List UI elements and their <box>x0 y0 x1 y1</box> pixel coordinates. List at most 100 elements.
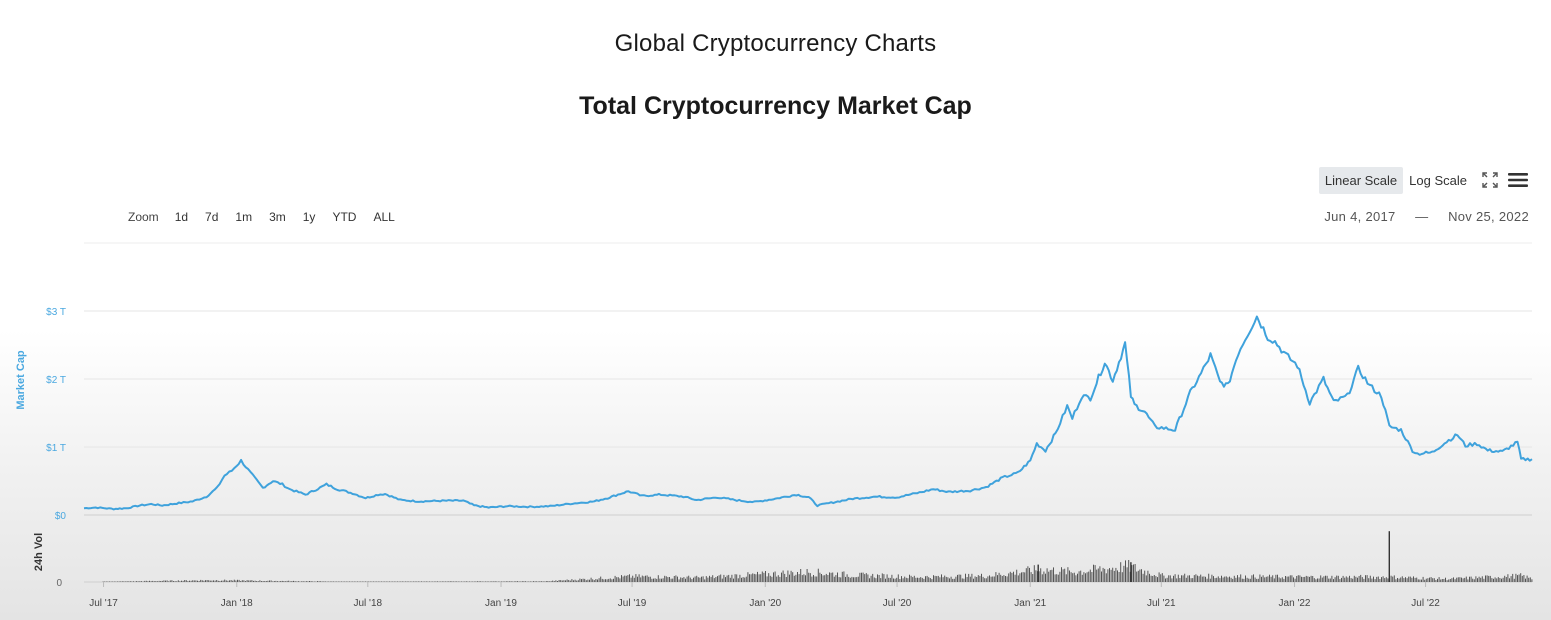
zoom-7d-button[interactable]: 7d <box>205 210 219 224</box>
zoom-ytd-button[interactable]: YTD <box>332 210 357 224</box>
volume-bar <box>766 576 768 582</box>
volume-bar <box>384 581 386 582</box>
volume-bar <box>745 576 747 582</box>
volume-bar <box>1141 569 1142 582</box>
volume-bar <box>1360 574 1362 582</box>
zoom-all-button[interactable]: ALL <box>373 210 395 224</box>
volume-bar <box>147 581 149 582</box>
volume-bar <box>1459 577 1461 582</box>
volume-bar <box>270 580 272 582</box>
volume-bar <box>1213 576 1214 582</box>
volume-bar <box>827 575 829 582</box>
volume-bar <box>897 574 899 582</box>
volume-bar <box>400 581 402 582</box>
volume-bar <box>664 575 666 582</box>
volume-bar <box>1254 577 1256 582</box>
volume-bar <box>1497 577 1499 582</box>
volume-bar <box>573 580 574 582</box>
volume-bar <box>320 581 322 582</box>
volume-bar <box>931 579 933 582</box>
volume-bar <box>965 573 966 582</box>
volume-bar <box>798 574 800 582</box>
volume-bar <box>115 581 117 582</box>
volume-bar <box>725 577 726 582</box>
volume-bar <box>125 581 126 582</box>
x-axis-ticks: Jul '17 Jan '18 Jul '18 Jan '19 Jul '19 Jan '… <box>89 582 1440 609</box>
volume-bar <box>357 581 358 582</box>
volume-bar <box>1416 577 1418 582</box>
volume-bar <box>405 581 406 582</box>
volume-bar <box>918 577 920 582</box>
volume-bar <box>1064 568 1066 582</box>
volume-bar <box>985 578 987 582</box>
volume-bar <box>1339 579 1341 582</box>
volume-bar <box>1145 575 1147 582</box>
volume-bar <box>771 576 773 582</box>
volume-bar <box>224 579 226 582</box>
volume-bar <box>1025 568 1027 582</box>
volume-bar <box>176 581 178 582</box>
date-range-end[interactable]: Nov 25, 2022 <box>1448 209 1529 224</box>
volume-bar <box>326 581 328 582</box>
x-tick-label: Jan '19 <box>485 598 517 609</box>
log-scale-button[interactable]: Log Scale <box>1409 172 1467 188</box>
volume-bar <box>1080 570 1082 582</box>
volume-bar <box>857 576 859 582</box>
volume-bar <box>1134 564 1136 582</box>
volume-bar <box>312 581 314 582</box>
volume-bar <box>329 581 331 582</box>
volume-bar <box>469 581 470 582</box>
volume-bar <box>875 578 877 582</box>
volume-bar <box>173 581 174 582</box>
volume-bar <box>945 576 947 582</box>
volume-bar <box>229 580 230 582</box>
volume-bar <box>1485 575 1486 582</box>
volume-bar <box>677 576 678 582</box>
volume-bar <box>633 577 635 582</box>
volume-bar <box>558 580 560 582</box>
volume-bar <box>629 574 630 582</box>
volume-bar <box>833 576 835 582</box>
volume-bar <box>686 576 688 582</box>
volume-bar <box>1203 576 1205 582</box>
zoom-1y-button[interactable]: 1y <box>302 210 316 224</box>
volume-bar <box>1371 578 1373 582</box>
volume-bar <box>849 577 851 582</box>
volume-bar <box>1280 578 1282 582</box>
market-cap-line[interactable] <box>83 315 1533 511</box>
volume-bar <box>1245 575 1246 582</box>
volume-bar <box>419 581 421 582</box>
volume-bar <box>134 581 136 582</box>
volume-bar <box>1059 571 1061 582</box>
volume-bar <box>513 581 515 582</box>
volume-bar <box>1376 576 1378 582</box>
zoom-3m-button[interactable]: 3m <box>269 210 286 224</box>
fullscreen-icon[interactable] <box>1479 169 1501 191</box>
volume-bar <box>459 581 461 582</box>
volume-bar <box>245 581 246 582</box>
volume-bar <box>1453 577 1454 582</box>
volume-bar <box>606 579 608 582</box>
volume-bar <box>1368 578 1370 582</box>
volume-bar <box>734 574 736 582</box>
volume-bar <box>1008 573 1010 582</box>
volume-bar <box>937 575 939 582</box>
volume-bar <box>1001 576 1003 582</box>
volume-bar <box>409 581 411 582</box>
volume-bar <box>345 581 347 582</box>
y-tick-label: $3 T <box>46 307 66 318</box>
zoom-1m-button[interactable]: 1m <box>235 210 253 224</box>
volume-bar <box>926 575 928 582</box>
volume-bar <box>310 581 312 582</box>
volume-bar <box>149 580 150 582</box>
hamburger-menu-icon[interactable] <box>1507 169 1529 191</box>
linear-scale-button[interactable]: Linear Scale <box>1318 166 1404 194</box>
zoom-1d-button[interactable]: 1d <box>174 210 189 224</box>
volume-bar <box>1086 572 1088 582</box>
date-range-start[interactable]: Jun 4, 2017 <box>1324 209 1396 224</box>
volume-bar <box>1198 576 1200 582</box>
volume-bar <box>619 578 621 582</box>
volume-bar <box>990 576 992 582</box>
zoom-bar: Zoom 1d 7d 1m 3m 1y YTD ALL <box>128 210 412 228</box>
